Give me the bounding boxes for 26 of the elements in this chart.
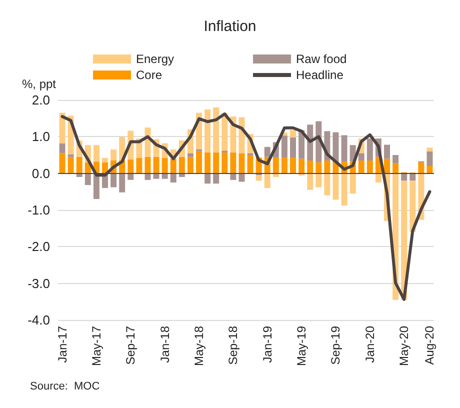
x-tick-label: May-20 [397, 326, 412, 366]
y-tick-label: -2.0 [28, 239, 50, 254]
y-tick-label: -3.0 [28, 276, 50, 291]
x-tick-label: Sep-18 [226, 326, 240, 365]
x-tick-label: May-17 [89, 326, 104, 366]
y-tick-label: 2.0 [32, 92, 50, 108]
source-note: Source: MOC [30, 380, 100, 392]
x-tick-label: May-18 [192, 326, 206, 366]
y-axis-title: %, ppt [22, 77, 57, 91]
legend-label: Raw food [296, 52, 347, 66]
x-tick-label: Sep-19 [328, 326, 343, 365]
y-tick-label: -4.0 [28, 312, 50, 328]
y-tick-label: 1.0 [32, 129, 50, 144]
x-tick-label: Jan-17 [55, 326, 70, 363]
x-tick-label: May-19 [294, 326, 309, 366]
legend-label: Core [136, 68, 162, 82]
x-tick-label: Jan-18 [158, 326, 172, 363]
legend-label: Headline [296, 68, 344, 82]
x-tick-label: Aug-20 [422, 326, 437, 365]
x-tick-label: Jan-19 [260, 326, 274, 363]
chart-title: Inflation [204, 18, 256, 35]
x-tick-label: Sep-17 [124, 326, 138, 365]
y-tick-label: 0.0 [32, 166, 50, 181]
y-tick-label: -1.0 [28, 202, 50, 218]
x-tick-label: Jan-20 [362, 326, 377, 363]
legend-label: Energy [136, 52, 174, 66]
